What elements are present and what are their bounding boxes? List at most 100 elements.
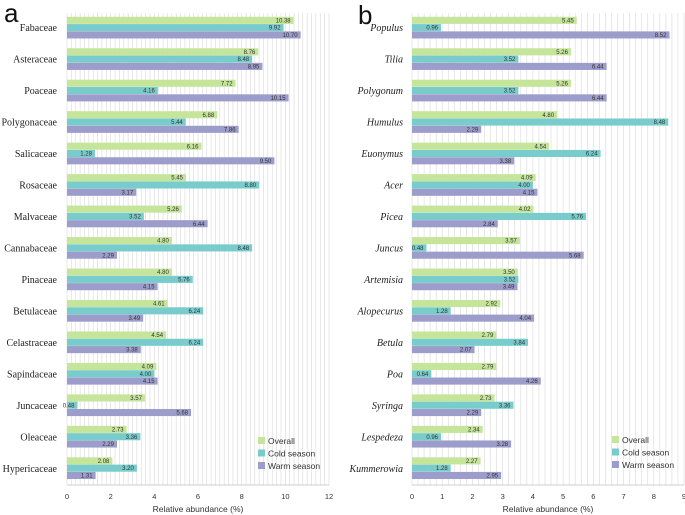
data-label: 4.09 xyxy=(142,365,154,371)
x-tick-label: 0 xyxy=(65,492,69,501)
category-label: Polygonum xyxy=(356,86,403,97)
category-label: Juncaceae xyxy=(16,401,57,412)
data-label: 3.38 xyxy=(499,159,511,165)
data-label: 2.73 xyxy=(112,427,124,433)
bar-cold-season xyxy=(412,55,519,63)
bar-warm-season xyxy=(412,283,518,291)
bar-overall xyxy=(67,331,167,339)
category-label: Salicaceae xyxy=(15,149,58,160)
data-label: 2.29 xyxy=(467,411,479,417)
data-label: 4.00 xyxy=(518,183,530,189)
data-label: 5.76 xyxy=(571,214,583,220)
category-label: Betulaceae xyxy=(13,306,57,317)
data-label: 4.15 xyxy=(523,190,535,196)
data-label: 4.04 xyxy=(519,316,531,322)
bar-overall xyxy=(412,79,571,87)
data-label: 6.44 xyxy=(193,222,205,228)
x-tick-label: 12 xyxy=(325,492,333,501)
bar-warm-season xyxy=(67,283,158,291)
data-label: 3.49 xyxy=(129,316,141,322)
data-label: 4.54 xyxy=(535,144,547,150)
data-label: 6.44 xyxy=(592,64,604,70)
bar-cold-season xyxy=(412,370,432,378)
data-label: 4.61 xyxy=(153,302,165,308)
data-label: 2.84 xyxy=(483,222,495,228)
data-label: 4.16 xyxy=(143,89,155,95)
bar-warm-season xyxy=(67,62,263,70)
bar-cold-season xyxy=(67,244,253,252)
data-label: 3.57 xyxy=(130,396,142,402)
data-label: 2.07 xyxy=(460,348,472,354)
category-label: Poa xyxy=(386,369,403,380)
bar-overall xyxy=(412,237,520,245)
data-label: 3.20 xyxy=(122,466,134,472)
category-label: Fabaceae xyxy=(20,23,58,34)
category-label: Juncus xyxy=(375,244,403,255)
bar-overall xyxy=(412,299,501,308)
bar-overall xyxy=(67,16,294,24)
data-label: 7.72 xyxy=(221,81,233,87)
data-label: 2.79 xyxy=(482,365,494,371)
legend: Overall Cold season Warm season xyxy=(258,436,320,471)
bar-cold-season xyxy=(67,370,155,378)
data-label: 6.44 xyxy=(592,96,604,102)
bar-overall xyxy=(67,299,168,308)
bar-warm-season xyxy=(67,377,158,385)
x-tick-label: 4 xyxy=(531,492,535,501)
category-label: Artemisia xyxy=(363,275,403,286)
data-label: 5.26 xyxy=(556,81,568,87)
data-label: 10.15 xyxy=(271,96,287,102)
bar-warm-season xyxy=(412,62,607,70)
bar-overall xyxy=(67,268,172,276)
data-label: 8.48 xyxy=(237,246,249,252)
bar-cold-season xyxy=(412,244,427,252)
category-label: Lespedeza xyxy=(360,432,403,443)
bar-warm-season xyxy=(412,157,515,165)
bar-cold-season xyxy=(67,433,141,441)
data-label: 0.48 xyxy=(63,403,75,409)
data-label: 7.86 xyxy=(224,127,236,133)
data-label: 3.57 xyxy=(505,239,517,245)
data-label: 2.73 xyxy=(480,396,492,402)
data-label: 3.28 xyxy=(496,442,508,448)
bar-overall xyxy=(412,111,558,119)
data-label: 3.17 xyxy=(122,190,134,196)
bar-overall xyxy=(67,394,145,402)
data-label: 5.45 xyxy=(562,18,574,24)
data-label: 10.70 xyxy=(283,33,299,39)
legend-swatch xyxy=(612,436,619,443)
bar-overall xyxy=(412,142,550,150)
data-label: 4.15 xyxy=(143,285,155,291)
bar-overall xyxy=(412,362,497,371)
bar-overall xyxy=(67,457,113,465)
bar-overall xyxy=(412,457,481,465)
bar-overall xyxy=(412,174,536,182)
bar-overall xyxy=(67,362,157,371)
bar-cold-season xyxy=(412,212,587,220)
bar-cold-season xyxy=(67,87,158,95)
legend-swatch xyxy=(258,462,265,469)
x-tick-label: 0 xyxy=(410,492,414,501)
data-label: 2.29 xyxy=(102,442,114,448)
data-label: 2.29 xyxy=(102,253,114,259)
legend-swatch xyxy=(258,449,265,457)
data-label: 6.24 xyxy=(586,152,598,158)
category-label: Populus xyxy=(369,23,403,34)
bar-warm-season xyxy=(412,94,607,102)
bar-warm-season xyxy=(412,346,475,354)
data-label: 4.54 xyxy=(151,333,163,339)
legend-label: Overall xyxy=(268,436,295,446)
category-label: Picea xyxy=(379,212,403,223)
bar-cold-season xyxy=(67,307,204,315)
bar-cold-season xyxy=(67,55,253,63)
data-label: 6.16 xyxy=(187,144,199,150)
data-label: 4.02 xyxy=(519,207,531,213)
data-label: 0.48 xyxy=(412,246,424,252)
data-label: 5.68 xyxy=(176,411,188,417)
data-label: 8.52 xyxy=(655,33,667,39)
bar-warm-season xyxy=(412,188,538,196)
bar-cold-season xyxy=(67,149,95,158)
bar-warm-season xyxy=(67,94,289,102)
data-label: 2.34 xyxy=(468,427,480,433)
data-label: 6.24 xyxy=(189,340,201,346)
